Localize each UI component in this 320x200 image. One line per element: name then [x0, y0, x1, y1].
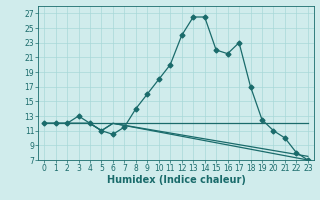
X-axis label: Humidex (Indice chaleur): Humidex (Indice chaleur) [107, 175, 245, 185]
